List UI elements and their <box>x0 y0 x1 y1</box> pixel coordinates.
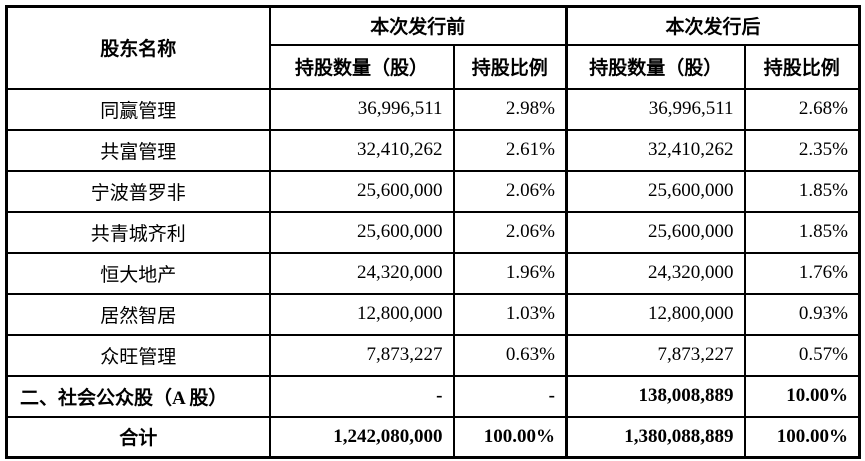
cell-after-ratio: 2.35% <box>743 128 861 172</box>
cell-after-ratio: 1.85% <box>743 169 861 213</box>
cell-before-ratio: 0.63% <box>452 333 568 377</box>
cell-after-shares: 36,996,511 <box>565 87 746 131</box>
cell-after-ratio: 2.68% <box>743 87 861 131</box>
cell-shareholder-name: 居然智居 <box>5 292 271 336</box>
cell-before-shares: 1,242,080,000 <box>268 415 455 459</box>
table-row: 宁波普罗非 25,600,000 2.06% 25,600,000 1.85% <box>5 169 861 213</box>
cell-after-ratio: 0.57% <box>743 333 861 377</box>
cell-before-ratio: 2.98% <box>452 87 568 131</box>
public-shares-row: 二、社会公众股（A 股） - - 138,008,889 10.00% <box>5 374 861 418</box>
shareholding-table-container: 股东名称 本次发行前 本次发行后 持股数量（股） 持股比例 持股数量（股） 持股… <box>5 5 861 459</box>
cell-before-shares: 32,410,262 <box>268 128 455 172</box>
cell-after-ratio: 1.85% <box>743 210 861 254</box>
table-row: 居然智居 12,800,000 1.03% 12,800,000 0.93% <box>5 292 861 336</box>
cell-shareholder-name: 宁波普罗非 <box>5 169 271 213</box>
cell-before-shares: 36,996,511 <box>268 87 455 131</box>
cell-after-ratio: 0.93% <box>743 292 861 336</box>
cell-after-ratio: 1.76% <box>743 251 861 295</box>
cell-after-shares: 25,600,000 <box>565 210 746 254</box>
cell-after-shares: 138,008,889 <box>565 374 746 418</box>
cell-after-ratio: 100.00% <box>743 415 861 459</box>
table-row: 共富管理 32,410,262 2.61% 32,410,262 2.35% <box>5 128 861 172</box>
cell-shareholder-name: 同赢管理 <box>5 87 271 131</box>
cell-shareholder-name: 共青城齐利 <box>5 210 271 254</box>
header-after-issuance-group: 本次发行后 <box>565 5 861 46</box>
cell-after-shares: 25,600,000 <box>565 169 746 213</box>
table-row: 共青城齐利 25,600,000 2.06% 25,600,000 1.85% <box>5 210 861 254</box>
header-row-subcolumns: 持股数量（股） 持股比例 持股数量（股） 持股比例 <box>7 43 861 90</box>
cell-before-ratio: - <box>452 374 568 418</box>
cell-before-shares: 25,600,000 <box>268 169 455 213</box>
cell-before-shares: 7,873,227 <box>268 333 455 377</box>
cell-before-shares: 12,800,000 <box>268 292 455 336</box>
header-row-groups: 股东名称 本次发行前 本次发行后 <box>5 5 861 90</box>
shareholding-table: 股东名称 本次发行前 本次发行后 持股数量（股） 持股比例 持股数量（股） 持股… <box>5 5 861 459</box>
header-before-shares: 持股数量（股） <box>268 43 455 90</box>
table-row: 众旺管理 7,873,227 0.63% 7,873,227 0.57% <box>5 333 861 377</box>
table-row: 恒大地产 24,320,000 1.96% 24,320,000 1.76% <box>5 251 861 295</box>
cell-before-ratio: 2.61% <box>452 128 568 172</box>
cell-after-shares: 1,380,088,889 <box>565 415 746 459</box>
cell-before-shares: 25,600,000 <box>268 210 455 254</box>
cell-shareholder-name: 二、社会公众股（A 股） <box>5 374 271 418</box>
cell-before-shares: - <box>268 374 455 418</box>
cell-after-shares: 12,800,000 <box>565 292 746 336</box>
cell-after-shares: 24,320,000 <box>565 251 746 295</box>
cell-after-shares: 32,410,262 <box>565 128 746 172</box>
cell-before-ratio: 1.03% <box>452 292 568 336</box>
cell-before-ratio: 2.06% <box>452 210 568 254</box>
cell-total-label: 合计 <box>5 415 271 459</box>
header-before-ratio: 持股比例 <box>452 43 568 90</box>
cell-after-ratio: 10.00% <box>743 374 861 418</box>
cell-before-ratio: 100.00% <box>452 415 568 459</box>
cell-before-shares: 24,320,000 <box>268 251 455 295</box>
header-before-issuance-group: 本次发行前 <box>268 5 568 46</box>
table-row: 同赢管理 36,996,511 2.98% 36,996,511 2.68% <box>5 87 861 131</box>
cell-shareholder-name: 共富管理 <box>5 128 271 172</box>
header-shareholder-name: 股东名称 <box>5 5 271 90</box>
cell-before-ratio: 2.06% <box>452 169 568 213</box>
total-row: 合计 1,242,080,000 100.00% 1,380,088,889 1… <box>5 415 861 459</box>
cell-shareholder-name: 恒大地产 <box>5 251 271 295</box>
header-after-ratio: 持股比例 <box>743 43 861 90</box>
cell-after-shares: 7,873,227 <box>565 333 746 377</box>
cell-before-ratio: 1.96% <box>452 251 568 295</box>
header-after-shares: 持股数量（股） <box>565 43 746 90</box>
cell-shareholder-name: 众旺管理 <box>5 333 271 377</box>
